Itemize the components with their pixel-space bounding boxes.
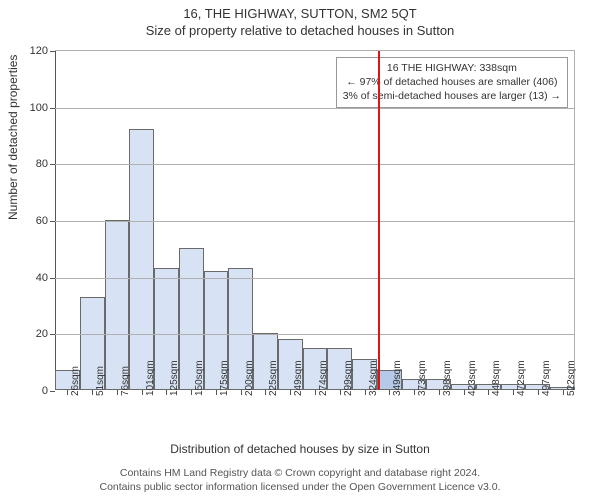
y-tick-label: 80 [36,158,48,170]
x-tick-mark [241,390,242,395]
plot-area: 16 THE HIGHWAY: 338sqm ← 97% of detached… [55,50,575,390]
y-tick-mark [50,51,55,52]
y-tick-mark [50,164,55,165]
chart-title: 16, THE HIGHWAY, SUTTON, SM2 5QT [0,0,600,21]
x-axis-label: Distribution of detached houses by size … [0,442,600,456]
x-tick-mark [92,390,93,395]
y-tick-mark [50,108,55,109]
x-tick-label: 76sqm [120,366,131,396]
x-tick-mark [290,390,291,395]
x-tick-mark [340,390,341,395]
x-tick-label: 225sqm [268,360,279,396]
x-tick-label: 373sqm [417,360,428,396]
y-tick-label: 120 [30,45,48,57]
x-tick-mark [365,390,366,395]
bar [129,129,154,390]
x-tick-label: 299sqm [343,360,354,396]
x-tick-mark [488,390,489,395]
x-tick-label: 497sqm [541,360,552,396]
gridline [55,221,574,222]
x-tick-mark [142,390,143,395]
gridline [55,278,574,279]
footer-line-1: Contains HM Land Registry data © Crown c… [0,466,600,480]
x-tick-mark [439,390,440,395]
x-tick-mark [166,390,167,395]
x-tick-mark [191,390,192,395]
y-tick-mark [50,221,55,222]
gridline [55,334,574,335]
x-tick-mark [414,390,415,395]
x-tick-label: 26sqm [70,366,81,396]
gridline [55,108,574,109]
y-tick-label: 0 [42,385,48,397]
x-tick-mark [389,390,390,395]
x-tick-label: 150sqm [194,360,205,396]
y-tick-label: 40 [36,272,48,284]
annotation-box: 16 THE HIGHWAY: 338sqm ← 97% of detached… [336,57,568,108]
x-tick-label: 274sqm [318,360,329,396]
x-tick-label: 398sqm [442,360,453,396]
y-tick-mark [50,391,55,392]
x-tick-label: 175sqm [219,360,230,396]
x-tick-mark [67,390,68,395]
chart-subtitle: Size of property relative to detached ho… [0,21,600,38]
bar [105,220,130,390]
x-tick-mark [538,390,539,395]
x-tick-mark [315,390,316,395]
x-tick-label: 200sqm [244,360,255,396]
annotation-line-3: 3% of semi-detached houses are larger (1… [343,89,561,103]
footer-line-2: Contains public sector information licen… [0,480,600,494]
annotation-line-2: ← 97% of detached houses are smaller (40… [343,75,561,89]
y-tick-label: 100 [30,102,48,114]
x-tick-label: 324sqm [368,360,379,396]
annotation-line-1: 16 THE HIGHWAY: 338sqm [343,61,561,75]
x-tick-label: 125sqm [169,360,180,396]
x-tick-label: 51sqm [95,366,106,396]
y-tick-label: 60 [36,215,48,227]
x-tick-label: 472sqm [516,360,527,396]
x-tick-mark [216,390,217,395]
x-tick-label: 101sqm [145,360,156,396]
y-axis-label: Number of detached properties [6,55,20,220]
x-tick-mark [464,390,465,395]
footer-text: Contains HM Land Registry data © Crown c… [0,466,600,494]
x-tick-label: 423sqm [467,360,478,396]
x-tick-label: 349sqm [392,360,403,396]
y-tick-label: 20 [36,328,48,340]
x-tick-label: 522sqm [566,360,577,396]
y-tick-mark [50,278,55,279]
x-tick-label: 249sqm [293,360,304,396]
gridline [55,164,574,165]
x-tick-mark [265,390,266,395]
y-tick-mark [50,334,55,335]
chart-container: { "header": { "title": "16, THE HIGHWAY,… [0,0,600,500]
x-tick-mark [563,390,564,395]
x-tick-mark [513,390,514,395]
x-tick-mark [117,390,118,395]
x-tick-label: 448sqm [491,360,502,396]
reference-line [378,51,380,390]
